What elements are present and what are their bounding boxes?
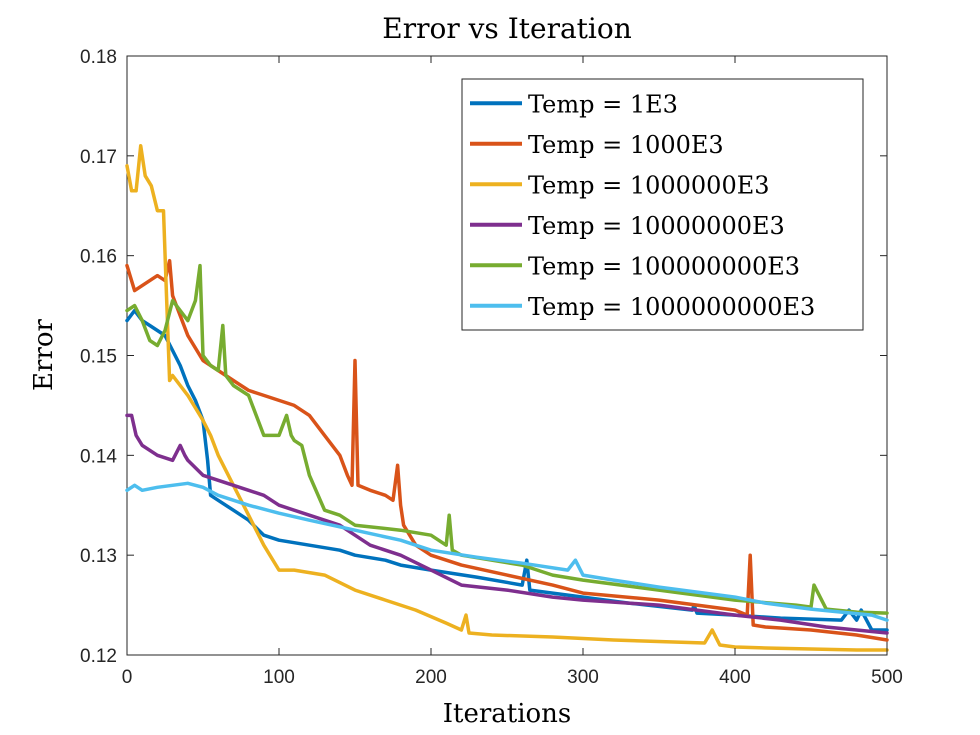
series-line-5 — [125, 263, 889, 615]
x-axis-label: Iterations — [443, 699, 572, 729]
series-line-4 — [125, 413, 889, 635]
y-tick-label: 0.16 — [80, 247, 117, 268]
legend-label-2: Temp = 1000E3 — [528, 131, 724, 159]
legend-label-5: Temp = 100000000E3 — [528, 252, 800, 280]
legend-label-4: Temp = 10000000E3 — [528, 212, 785, 240]
series-line-3 — [125, 144, 889, 652]
legend: Temp = 1E3 Temp = 1000E3 Temp = 1000000E3 T… — [461, 78, 864, 331]
x-tick-label: 500 — [871, 667, 903, 688]
y-axis-label: Error — [29, 318, 59, 390]
x-tick-label: 300 — [567, 667, 599, 688]
x-tick-label: 400 — [719, 667, 751, 688]
y-tick-label: 0.12 — [80, 646, 117, 667]
x-tick-label: 0 — [122, 667, 133, 688]
series-line-2 — [125, 258, 889, 642]
legend-label-1: Temp = 1E3 — [528, 90, 678, 118]
x-tick-label: 200 — [415, 667, 447, 688]
y-tick-label: 0.13 — [80, 546, 117, 567]
y-tick-label: 0.17 — [80, 147, 117, 168]
x-tick-label: 100 — [263, 667, 295, 688]
legend-label-6: Temp = 1000000000E3 — [528, 293, 815, 321]
legend-box — [461, 78, 864, 331]
y-tick-label: 0.14 — [80, 446, 117, 467]
series-line-6 — [125, 481, 889, 622]
axis-ticks: 0 100 200 300 400 500 0.12 0.13 0.14 0.15 0.16 0.17… — [80, 47, 903, 688]
y-tick-label: 0.18 — [80, 47, 117, 68]
legend-label-3: Temp = 1000000E3 — [528, 171, 770, 199]
y-tick-label: 0.15 — [80, 347, 117, 368]
chart-title: Error vs Iteration — [382, 12, 632, 45]
plot-area — [125, 144, 889, 652]
